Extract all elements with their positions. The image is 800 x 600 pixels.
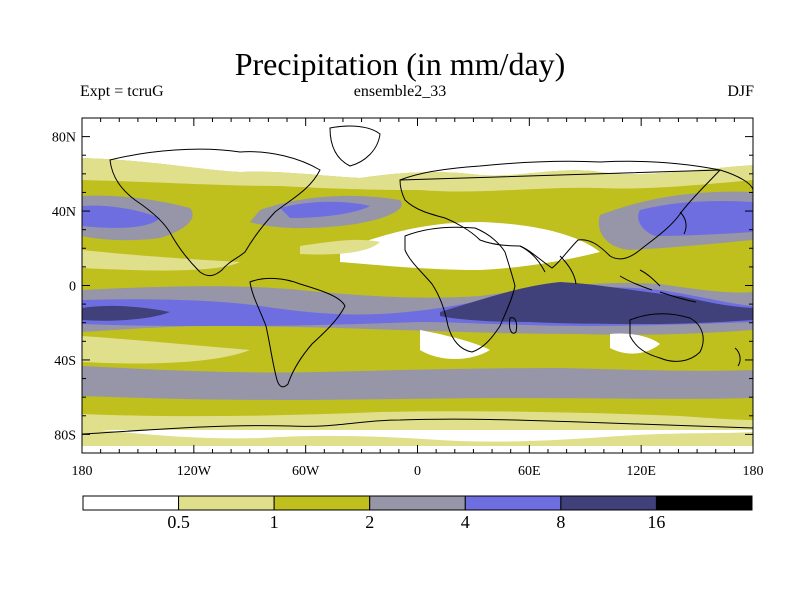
colorbar-label: 1 [270,512,279,532]
y-tick-label: 0 [69,280,76,295]
season-label: DJF [727,83,754,100]
y-tick-label: 80N [52,131,76,146]
x-tick-label: 0 [414,464,421,479]
colorbar: 0.5 1 2 4 8 16 [82,495,753,532]
experiment-label: Expt = tcruG [80,83,164,100]
x-tick-label: 120W [177,464,212,479]
colorbar-label: 16 [647,512,665,532]
ensemble-label: ensemble2_33 [353,83,447,100]
colorbar-swatch [655,495,753,511]
map-title: Precipitation (in mm/day) [234,46,566,82]
y-tick-label: 80S [54,428,76,443]
x-tick-label: 120E [626,464,656,479]
colorbar-label: 2 [365,512,374,532]
y-tick-label: 40S [54,354,76,369]
x-tick-label: 60E [518,464,541,479]
colorbar-swatch [273,495,371,511]
x-tick-label: 60W [292,464,320,479]
coastlines [82,125,753,435]
axis-ticks: 80N 40N 0 40S 80S 180 120W 60W 0 60E 120E 180 [52,117,764,479]
colorbar-label: 8 [556,512,565,532]
precipitation-field [82,118,753,453]
colorbar-swatch [82,495,180,511]
colorbar-swatch [369,495,466,511]
colorbar-swatch [178,495,275,511]
y-tick-label: 40N [52,205,76,220]
colorbar-label: 4 [461,512,470,532]
colorbar-swatch [560,495,657,511]
x-tick-label: 180 [743,464,764,479]
x-tick-label: 180 [72,464,93,479]
colorbar-swatch [464,495,562,511]
colorbar-label: 0.5 [167,512,190,532]
